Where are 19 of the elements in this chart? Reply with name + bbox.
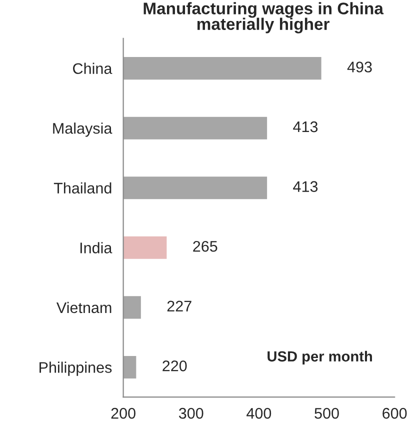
x-tick-label: 400 bbox=[246, 408, 272, 419]
x-tick-label: 500 bbox=[314, 408, 339, 419]
data-label: 265 bbox=[193, 240, 218, 252]
data-label: 413 bbox=[293, 181, 318, 192]
y-tick-label: China bbox=[73, 62, 112, 74]
annotation: USD per month bbox=[268, 350, 372, 364]
y-tick-label: Thailand bbox=[54, 182, 112, 194]
data-label: 493 bbox=[347, 62, 372, 72]
data-label: 220 bbox=[162, 360, 187, 372]
y-tick-label: Vietnam bbox=[56, 302, 112, 314]
data-label: 413 bbox=[293, 121, 318, 132]
y-tick-label: Malaysia bbox=[53, 122, 112, 137]
x-tick-label: 200 bbox=[111, 408, 136, 419]
x-tick-label: 300 bbox=[178, 408, 204, 419]
chart-title: Manufacturing wages in China materially higher bbox=[144, 2, 384, 34]
x-tick-label: 600 bbox=[382, 408, 407, 419]
data-label: 227 bbox=[167, 300, 192, 312]
y-tick-label: India bbox=[80, 242, 112, 254]
y-tick-label: Philippines bbox=[40, 362, 112, 376]
